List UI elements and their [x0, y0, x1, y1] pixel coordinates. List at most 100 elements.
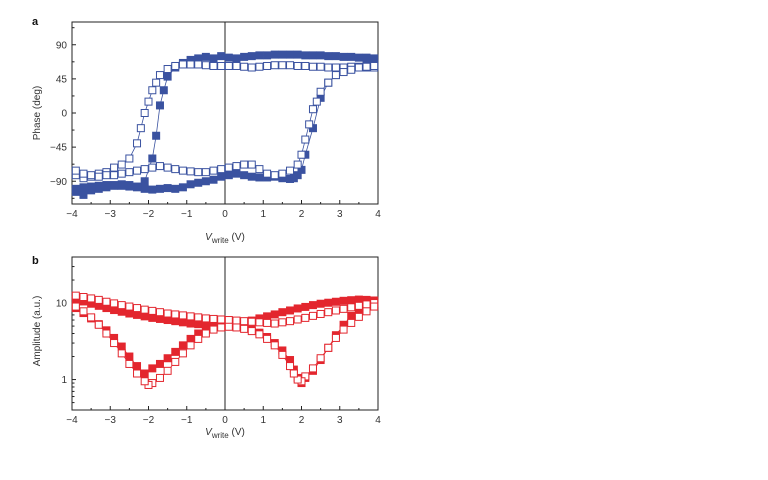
filled-square-point	[133, 310, 142, 319]
open-square-point	[194, 313, 203, 322]
open-square-point	[263, 318, 272, 327]
open-square-point	[224, 163, 233, 172]
filled-square-point	[278, 50, 287, 59]
filled-square-point	[186, 319, 195, 328]
open-square-point	[324, 343, 333, 352]
open-square-point	[148, 86, 157, 95]
filled-square-point	[148, 154, 157, 163]
open-square-point	[247, 317, 256, 326]
open-square-point	[71, 302, 80, 311]
open-square-point	[217, 165, 226, 174]
filled-square-point	[217, 52, 226, 61]
filled-square-point	[140, 369, 149, 378]
open-square-point	[155, 373, 164, 382]
open-square-point	[171, 310, 180, 319]
filled-square-point	[163, 72, 172, 81]
filled-square-point	[152, 131, 161, 140]
filled-square-point	[331, 297, 340, 306]
filled-square-point	[110, 181, 119, 190]
open-square-point	[125, 168, 134, 177]
open-square-point	[201, 329, 210, 338]
filled-square-point	[247, 172, 256, 181]
filled-square-point	[133, 362, 142, 371]
open-square-point	[201, 61, 210, 70]
open-square-point	[79, 293, 88, 302]
panel-b-data	[71, 291, 379, 389]
filled-square-point	[286, 306, 295, 315]
filled-square-point	[324, 52, 333, 61]
open-square-point	[347, 65, 356, 74]
filled-square-point	[224, 53, 233, 62]
filled-square-point	[148, 313, 157, 322]
panel-b-xlabel-unit: (V)	[229, 427, 245, 438]
open-square-point	[278, 169, 287, 178]
open-square-point	[255, 165, 264, 174]
open-square-point	[94, 295, 103, 304]
open-square-point	[362, 307, 371, 316]
open-square-point	[79, 169, 88, 178]
open-square-point	[171, 165, 180, 174]
panel-a-xlabel-unit: (V)	[229, 232, 245, 243]
open-square-point	[270, 319, 279, 328]
y-tick-label: 10	[56, 299, 68, 310]
open-square-point	[247, 327, 256, 336]
open-square-point	[110, 339, 119, 348]
filled-square-point	[339, 296, 348, 305]
open-square-point	[148, 163, 157, 172]
open-square-point	[286, 166, 295, 175]
open-square-point	[125, 154, 134, 163]
panel-b-ylabel: Amplitude (a.u.)	[32, 296, 43, 367]
open-square-point	[163, 366, 172, 375]
filled-square-point	[140, 312, 149, 321]
filled-square-point	[117, 307, 126, 316]
panel-b-ticks: −4 −3 −2 −1 0 1 2 3 4 10 1	[56, 266, 381, 426]
open-square-point	[263, 169, 272, 178]
filled-square-point	[209, 54, 218, 63]
filled-square-point	[201, 52, 210, 61]
open-square-point	[194, 60, 203, 69]
open-square-point	[71, 291, 80, 300]
panel-b-letter: b	[32, 255, 39, 267]
filled-square-point	[125, 352, 134, 361]
filled-square-point	[293, 50, 302, 59]
filled-square-point	[354, 53, 363, 62]
filled-square-point	[140, 184, 149, 193]
filled-square-point	[286, 50, 295, 59]
x-tick-label: 4	[375, 415, 381, 426]
open-square-point	[232, 316, 241, 325]
open-square-point	[286, 317, 295, 326]
panel-b: b −4 −3 −2 −1 0 1 2 3 4 10 1 Amplitude (a.u.) Vwri…	[32, 255, 381, 440]
open-square-point	[278, 318, 287, 327]
filled-square-point	[178, 341, 187, 350]
open-square-point	[140, 305, 149, 314]
y-tick-label: 0	[61, 109, 67, 120]
open-square-point	[263, 334, 272, 343]
panel-b-xlabel-sub: write	[211, 431, 229, 440]
open-square-point	[87, 171, 96, 180]
open-square-point	[140, 109, 149, 117]
panel-b-xlabel: Vwrite (V)	[205, 427, 245, 440]
open-square-point	[270, 341, 279, 350]
filled-square-point	[362, 53, 371, 62]
open-square-point	[316, 309, 325, 318]
series-2	[71, 60, 379, 183]
x-tick-label: 3	[337, 209, 343, 220]
open-square-point	[354, 312, 363, 321]
filled-square-point	[263, 51, 272, 60]
open-square-point	[102, 329, 111, 338]
open-square-point	[232, 323, 241, 332]
open-square-point	[102, 297, 111, 306]
open-square-point	[301, 135, 310, 144]
filled-square-point	[79, 190, 88, 199]
open-square-point	[297, 150, 306, 159]
panel-a-ylabel: Phase (deg)	[32, 86, 43, 140]
filled-square-point	[301, 51, 310, 60]
open-square-point	[186, 167, 195, 176]
open-square-point	[270, 171, 279, 180]
filled-square-point	[347, 311, 356, 320]
filled-square-point	[117, 342, 126, 351]
filled-square-point	[240, 171, 249, 180]
filled-square-point	[186, 180, 195, 189]
x-tick-label: 2	[299, 209, 305, 220]
panel-a-xlabel-main: V	[205, 232, 213, 243]
